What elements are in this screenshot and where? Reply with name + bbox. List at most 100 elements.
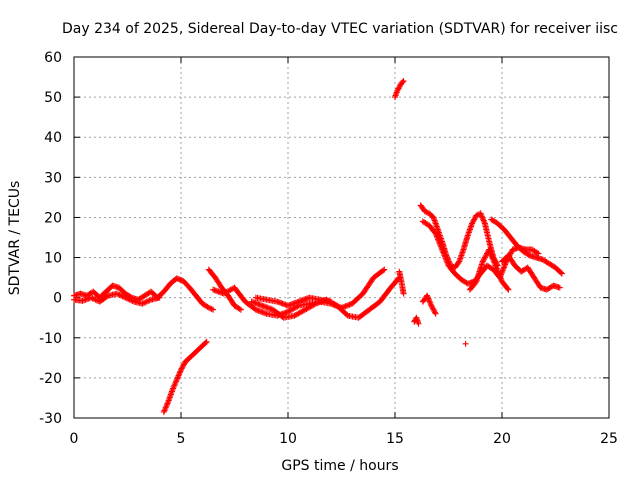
data-point: [425, 296, 432, 303]
y-axis-label: SDTVAR / TECUs: [7, 181, 23, 296]
data-point: [173, 376, 180, 383]
data-point: [557, 269, 564, 276]
data-point: [174, 374, 181, 381]
x-tick-label: 25: [600, 431, 618, 447]
data-point: [119, 293, 126, 300]
series-arc-late-a: [396, 268, 407, 297]
y-tick-label: 10: [44, 251, 62, 267]
data-point: [396, 82, 403, 89]
data-point: [205, 304, 212, 311]
data-point: [115, 291, 122, 298]
data-point: [236, 305, 243, 312]
data-point: [455, 259, 462, 266]
series-arc-late-c: [417, 202, 501, 271]
data-point: [126, 296, 133, 303]
data-point: [478, 213, 485, 220]
data-point: [394, 86, 401, 93]
y-tick-label: -20: [39, 371, 62, 387]
data-point: [90, 296, 97, 303]
chart-title: Day 234 of 2025, Sidereal Day-to-day VTE…: [62, 21, 618, 37]
data-point: [120, 293, 127, 300]
data-point: [480, 216, 487, 223]
data-point: [396, 84, 403, 91]
series-arc-early-low: [71, 290, 163, 307]
data-point: [432, 310, 439, 317]
data-point: [471, 215, 478, 222]
data-point: [156, 294, 163, 301]
data-point: [171, 381, 178, 388]
data-point: [504, 285, 511, 292]
data-point: [421, 208, 428, 215]
data-point: [424, 294, 431, 301]
data-point: [128, 297, 135, 304]
data-point: [123, 295, 130, 302]
data-point: [395, 85, 402, 92]
data-point: [430, 306, 437, 313]
x-tick-label: 10: [279, 431, 297, 447]
data-point: [508, 249, 515, 256]
data-point: [129, 298, 136, 305]
data-point: [172, 379, 179, 386]
data-point: [481, 254, 488, 261]
data-point: [479, 258, 486, 265]
data-point: [179, 364, 186, 371]
series-arc-early: [71, 275, 217, 313]
data-point: [160, 408, 167, 415]
y-tick-label: 30: [44, 170, 62, 186]
x-tick-labels: 0 5 10 15 20 25: [70, 431, 618, 447]
data-point: [327, 298, 334, 305]
data-point: [481, 219, 488, 226]
y-tick-label: -30: [39, 411, 62, 427]
data-point: [478, 211, 485, 218]
data-point: [162, 406, 169, 413]
series-arc-late-h: [419, 292, 439, 317]
data-point: [477, 210, 484, 217]
axis-ticks: [73, 56, 610, 419]
data-point: [423, 209, 430, 216]
data-point: [394, 88, 401, 95]
data-point: [426, 298, 433, 305]
data-point: [210, 306, 217, 313]
data-point: [162, 404, 169, 411]
series-arc-spike: [392, 78, 407, 101]
data-point: [469, 219, 476, 226]
data-point: [178, 365, 185, 372]
y-tick-label: 40: [44, 130, 62, 146]
data-point: [161, 407, 168, 414]
data-point: [143, 298, 150, 305]
data-point: [92, 296, 99, 303]
series-arc-late-b: [411, 314, 422, 327]
data-point: [343, 311, 350, 318]
y-tick-label: 0: [53, 291, 62, 307]
data-point: [424, 292, 431, 299]
data-point: [482, 253, 489, 260]
data-point: [311, 301, 318, 308]
data-point: [180, 362, 187, 369]
data-point: [431, 309, 438, 316]
data-point: [237, 306, 244, 313]
data-point: [89, 295, 96, 302]
x-tick-label: 15: [386, 431, 404, 447]
data-point: [145, 298, 152, 305]
x-tick-label: 0: [70, 431, 79, 447]
data-point: [525, 251, 532, 258]
data-point: [125, 296, 132, 303]
data-point: [139, 300, 146, 307]
data-point: [479, 214, 486, 221]
x-tick-label: 20: [493, 431, 511, 447]
series-arc-late-e: [488, 216, 565, 277]
data-point: [208, 306, 215, 313]
data-point: [429, 304, 436, 311]
data-point: [471, 216, 478, 223]
data-point: [175, 372, 182, 379]
x-axis-label: GPS time / hours: [281, 458, 398, 474]
data-point: [400, 78, 407, 85]
data-point: [431, 308, 438, 315]
data-point: [207, 305, 214, 312]
x-tick-label: 5: [177, 431, 186, 447]
data-point: [427, 299, 434, 306]
data-point: [481, 255, 488, 262]
data-point: [534, 249, 541, 256]
data-point: [462, 340, 469, 347]
